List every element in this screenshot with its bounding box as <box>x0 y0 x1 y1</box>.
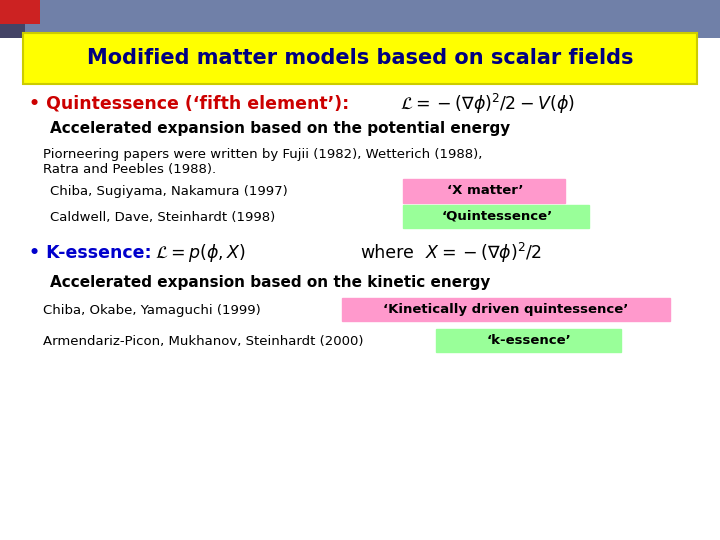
Text: Caldwell, Dave, Steinhardt (1998): Caldwell, Dave, Steinhardt (1998) <box>50 211 276 224</box>
Text: • Quintessence (‘fifth element’):: • Quintessence (‘fifth element’): <box>29 94 349 113</box>
Text: ‘Kinetically driven quintessence’: ‘Kinetically driven quintessence’ <box>384 303 629 316</box>
Text: $X = -(\nabla\phi)^2/2$: $X = -(\nabla\phi)^2/2$ <box>425 241 541 265</box>
Text: Accelerated expansion based on the kinetic energy: Accelerated expansion based on the kinet… <box>50 275 491 290</box>
FancyBboxPatch shape <box>0 24 25 38</box>
FancyBboxPatch shape <box>0 0 40 24</box>
FancyBboxPatch shape <box>23 33 697 84</box>
Text: where: where <box>360 244 414 262</box>
Text: Accelerated expansion based on the potential energy: Accelerated expansion based on the poten… <box>50 121 510 136</box>
Text: Ratra and Peebles (1988).: Ratra and Peebles (1988). <box>43 163 216 176</box>
Text: ‘Quintessence’: ‘Quintessence’ <box>441 210 552 222</box>
Text: Chiba, Sugiyama, Nakamura (1997): Chiba, Sugiyama, Nakamura (1997) <box>50 185 288 198</box>
Text: ‘k-essence’: ‘k-essence’ <box>487 334 572 347</box>
Text: $\mathcal{L} = -(\nabla\phi)^2/2 - V(\phi)$: $\mathcal{L} = -(\nabla\phi)^2/2 - V(\ph… <box>400 92 575 116</box>
Text: $\mathcal{L} = p(\phi, X)$: $\mathcal{L} = p(\phi, X)$ <box>155 242 246 264</box>
Text: • K-essence:: • K-essence: <box>29 244 151 262</box>
Text: Armendariz-Picon, Mukhanov, Steinhardt (2000): Armendariz-Picon, Mukhanov, Steinhardt (… <box>43 335 364 348</box>
FancyBboxPatch shape <box>0 0 720 38</box>
FancyBboxPatch shape <box>436 329 621 352</box>
Text: Modified matter models based on scalar fields: Modified matter models based on scalar f… <box>86 48 634 69</box>
FancyBboxPatch shape <box>403 179 565 202</box>
FancyBboxPatch shape <box>342 298 670 321</box>
FancyBboxPatch shape <box>403 205 589 228</box>
Text: Piorneering papers were written by Fujii (1982), Wetterich (1988),: Piorneering papers were written by Fujii… <box>43 148 482 161</box>
Text: ‘X matter’: ‘X matter’ <box>447 184 523 197</box>
Text: Chiba, Okabe, Yamaguchi (1999): Chiba, Okabe, Yamaguchi (1999) <box>43 304 261 317</box>
